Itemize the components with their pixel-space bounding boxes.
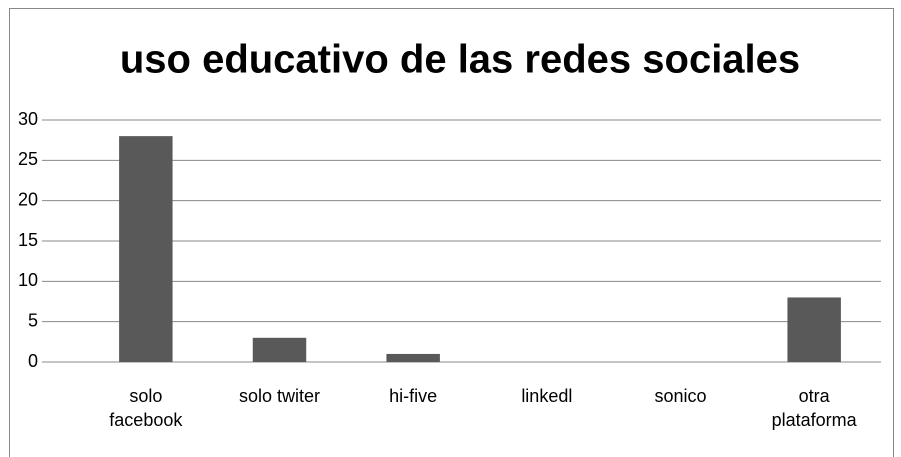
x-tick-label: linkedl	[521, 386, 573, 406]
y-tick-label: 25	[18, 149, 38, 169]
x-tick-label-box: sonico	[654, 386, 707, 406]
y-tick-label: 0	[28, 351, 38, 371]
chart-title: uso educativo de las redes sociales	[120, 38, 800, 82]
x-tick-label: solo twiter	[238, 386, 321, 406]
x-tick-label: hi-five	[389, 386, 438, 406]
x-tick-label-box: otra plataforma	[771, 386, 857, 430]
x-tick-label-box: linkedl	[521, 386, 573, 406]
y-tick-label: 10	[18, 270, 38, 290]
bar	[252, 337, 307, 362]
y-tick-label: 15	[18, 230, 38, 250]
bar	[119, 136, 173, 362]
y-tick-label: 30	[18, 109, 38, 129]
chart-border	[9, 8, 894, 457]
x-tick-label: otra plataforma	[771, 386, 857, 430]
x-tick-label-box: solo facebook	[109, 386, 183, 430]
x-tick-label-box: solo twiter	[238, 386, 321, 406]
bar	[787, 297, 841, 362]
x-tick-label: solo facebook	[109, 386, 183, 430]
x-tick-label: sonico	[654, 386, 707, 406]
x-tick-label-box: hi-five	[389, 386, 438, 406]
y-tick-label: 20	[18, 189, 38, 209]
y-tick-label: 5	[28, 310, 38, 330]
bar	[386, 353, 440, 362]
